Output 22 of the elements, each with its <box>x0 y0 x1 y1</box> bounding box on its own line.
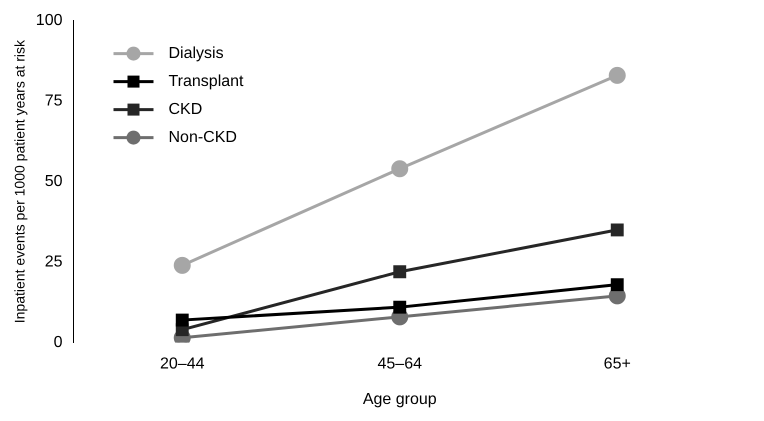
legend-label: Non-CKD <box>168 129 237 146</box>
y-tick-label: 100 <box>36 12 63 30</box>
legend-label: Dialysis <box>168 45 224 62</box>
y-tick-label: 0 <box>54 334 63 352</box>
y-tick-label: 50 <box>44 173 63 190</box>
point <box>608 66 626 84</box>
x-tick-label: 65+ <box>604 356 631 373</box>
x-tick-label: 45–64 <box>378 356 422 373</box>
point <box>610 278 624 292</box>
x-axis-title: Age group <box>362 390 437 408</box>
y-tick-label: 25 <box>44 254 63 271</box>
point <box>176 314 189 327</box>
point <box>391 160 408 178</box>
legend-label: CKD <box>168 101 202 118</box>
point <box>610 223 624 236</box>
point <box>174 256 191 274</box>
point <box>393 300 406 314</box>
legend-label: Transplant <box>168 73 244 90</box>
y-axis-title: Inpatient events per 1000 patient years at risk <box>11 38 28 324</box>
point <box>393 265 406 278</box>
x-tick-label: 20–44 <box>160 356 205 373</box>
y-tick-label: 75 <box>44 92 63 110</box>
